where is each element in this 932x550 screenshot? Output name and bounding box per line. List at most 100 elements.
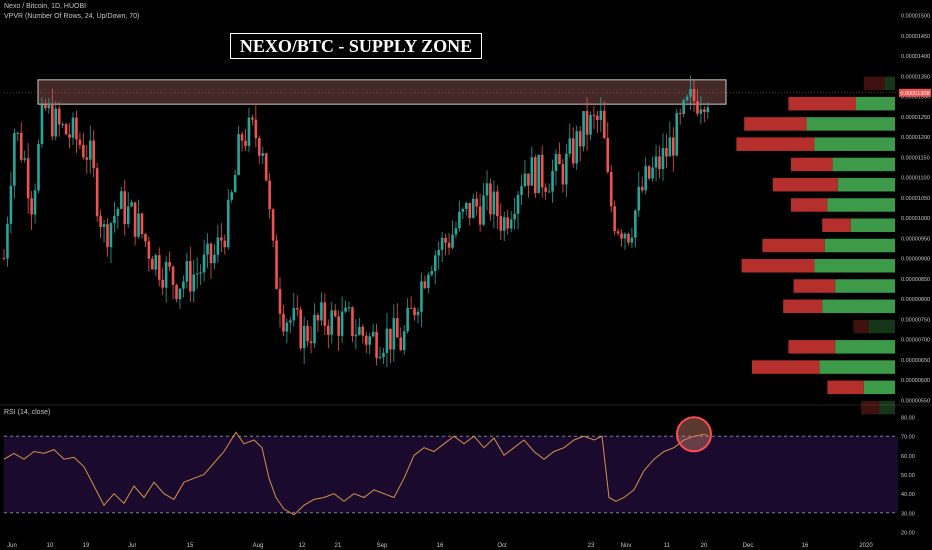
candle-body	[199, 272, 202, 274]
volume-profile-bar-up	[837, 177, 895, 192]
candle-body	[223, 240, 227, 248]
volume-profile	[736, 76, 895, 415]
candle-body	[126, 206, 130, 225]
candle-body	[109, 223, 113, 248]
volume-profile-bar-up	[863, 380, 895, 395]
volume-profile-bar-down	[863, 76, 885, 91]
volume-profile-bar-up	[879, 400, 895, 415]
candle-body	[385, 328, 389, 353]
candle-body	[82, 144, 85, 158]
candle-body	[216, 237, 220, 255]
volume-profile-bar-down	[772, 177, 838, 192]
date-axis[interactable]: Jun 10 19 Jul 15 Aug 12 21 Sep 16 Oct 23 Nov 11 20 Dec 1…	[7, 543, 873, 549]
candle-body	[92, 140, 95, 169]
candle-body	[544, 187, 547, 192]
volume-profile-bar-down	[853, 319, 869, 334]
candle-body	[471, 198, 475, 218]
candle-body	[516, 194, 520, 214]
candlestick-series	[2, 75, 710, 368]
candle-body	[261, 153, 265, 156]
candle-body	[306, 325, 309, 342]
candle-body	[358, 326, 361, 335]
price-tick-label: 0.00001350	[901, 74, 930, 80]
candle-body	[99, 216, 102, 228]
candle-body	[661, 148, 665, 170]
price-axis[interactable]: 0.00001500 0.00001450 0.00001400 0.00001350…	[901, 14, 930, 405]
candle-body	[527, 173, 530, 186]
candle-body	[161, 279, 164, 288]
symbol-title[interactable]: Nexo / Bitcoin, 1D, HUOBI	[4, 3, 87, 10]
candle-body	[478, 206, 482, 225]
candle-body	[371, 331, 375, 337]
candle-body	[465, 202, 468, 210]
candle-body	[558, 154, 561, 165]
candle-body	[51, 103, 54, 137]
price-tick-label: 0.00001500	[901, 14, 930, 20]
vpvr-indicator-title[interactable]: VPVR (Number Of Rows, 24, Up/Down, 70)	[4, 13, 140, 20]
candle-body	[327, 325, 330, 335]
candle-body	[364, 335, 368, 345]
rsi-indicator-title[interactable]: RSI (14, close)	[4, 409, 51, 416]
date-tick-label: 12	[299, 543, 306, 549]
volume-profile-bar-up	[824, 238, 895, 253]
candle-body	[613, 206, 616, 232]
candle-body	[185, 261, 189, 282]
candle-body	[116, 208, 120, 216]
date-tick-label: 15	[187, 543, 194, 549]
candle-body	[627, 233, 630, 243]
supply-zone-rectangle[interactable]	[37, 79, 727, 105]
candle-body	[137, 213, 140, 237]
candle-body	[88, 140, 92, 160]
annotation-title[interactable]: NEXO/BTC - SUPPLY ZONE	[230, 33, 482, 59]
candle-body	[361, 326, 365, 336]
rsi-tick-label: 20.00	[901, 531, 915, 537]
candle-body	[402, 331, 406, 351]
candle-body	[61, 124, 64, 126]
date-tick-label: Jun	[7, 543, 17, 549]
candle-body	[347, 307, 351, 309]
candle-body	[299, 309, 302, 349]
rsi-tick-label: 80.00	[901, 416, 915, 422]
candle-body	[157, 255, 161, 280]
candle-body	[140, 213, 144, 235]
volume-profile-bar-down	[827, 380, 864, 395]
price-tick-label: 0.00000900	[901, 257, 930, 263]
volume-profile-bar-down	[793, 279, 836, 293]
candle-body	[389, 328, 392, 350]
candle-body	[640, 186, 644, 191]
candle-body	[427, 274, 430, 289]
date-tick-label: 23	[588, 543, 595, 549]
price-tick-label: 0.00000850	[901, 277, 930, 283]
rsi-tick-label: 60.00	[901, 454, 915, 460]
candle-body	[16, 132, 20, 134]
candle-body	[492, 191, 496, 215]
candle-body	[289, 320, 292, 323]
date-tick-label: Nov	[621, 543, 632, 549]
price-tick-label: 0.00001250	[901, 115, 930, 121]
volume-profile-bar-up	[856, 96, 895, 111]
candle-body	[189, 261, 192, 292]
date-tick-label: Aug	[253, 543, 264, 549]
volume-profile-bar-up	[884, 76, 895, 91]
volume-profile-bar-down	[791, 198, 828, 212]
candle-body	[120, 191, 123, 209]
candle-body	[568, 138, 572, 154]
candle-body	[195, 273, 199, 275]
candle-body	[582, 111, 585, 147]
candle-body	[575, 131, 578, 164]
rsi-axis[interactable]: 80.00 70.00 60.00 50.00 40.00 30.00 20.00	[901, 416, 915, 537]
candle-body	[406, 307, 409, 332]
candle-body	[499, 216, 503, 231]
candle-body	[330, 310, 334, 335]
candle-body	[396, 318, 399, 338]
candle-body	[240, 134, 244, 141]
candle-body	[268, 180, 271, 210]
candle-body	[258, 138, 261, 156]
date-tick-label: 20	[701, 543, 708, 549]
volume-profile-bar-down	[791, 157, 833, 172]
candle-body	[154, 255, 158, 270]
candle-body	[399, 337, 403, 351]
candle-body	[285, 322, 289, 332]
candle-body	[589, 114, 592, 135]
date-tick-label: 19	[83, 543, 90, 549]
